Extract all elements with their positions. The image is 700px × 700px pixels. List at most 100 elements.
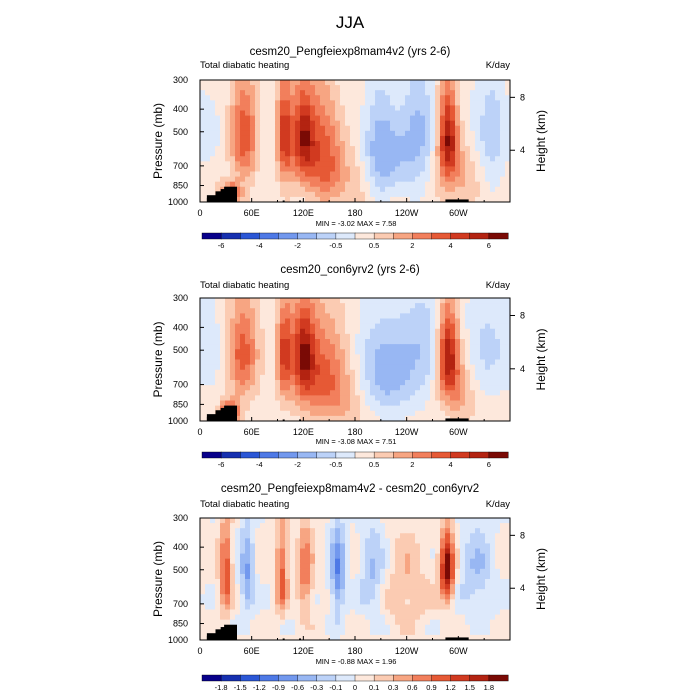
field-cell — [325, 629, 331, 636]
field-cell — [265, 339, 271, 345]
field-cell — [460, 151, 466, 157]
field-cell — [265, 380, 271, 386]
field-cell — [205, 410, 211, 417]
field-cell — [215, 359, 221, 366]
field-cell — [250, 191, 256, 198]
field-cell — [435, 146, 441, 152]
field-cell — [320, 523, 326, 529]
field-cell — [215, 579, 221, 585]
field-cell — [210, 344, 216, 350]
field-cell — [405, 313, 411, 319]
field-cell — [310, 634, 316, 641]
field-cell — [325, 115, 331, 122]
field-cell — [380, 634, 386, 641]
field-cell — [210, 95, 216, 101]
field-cell — [400, 614, 406, 621]
field-cell — [280, 110, 286, 116]
field-cell — [335, 110, 341, 116]
field-cell — [365, 589, 371, 595]
field-cell — [505, 543, 511, 549]
field-cell — [480, 120, 486, 127]
field-cell — [330, 563, 336, 570]
field-cell — [285, 410, 291, 417]
field-cell — [290, 349, 296, 355]
field-cell — [310, 313, 316, 319]
field-cell — [205, 186, 211, 193]
field-cell — [335, 374, 341, 381]
field-cell — [315, 146, 321, 152]
field-cell — [270, 105, 276, 111]
field-cell — [250, 115, 256, 122]
field-cell — [200, 589, 206, 595]
field-cell — [420, 584, 426, 590]
field-cell — [380, 385, 386, 391]
field-cell — [410, 369, 416, 376]
field-cell — [205, 303, 211, 309]
field-cell — [265, 100, 271, 106]
field-cell — [495, 385, 501, 391]
field-cell — [470, 533, 476, 539]
field-cell — [395, 390, 401, 396]
terrain-block — [282, 419, 285, 421]
field-cell — [505, 339, 511, 345]
field-cell — [365, 599, 371, 605]
field-cell — [385, 166, 391, 172]
field-cell — [410, 141, 416, 147]
field-cell — [350, 359, 356, 366]
field-cell — [280, 105, 286, 111]
field-cell — [450, 380, 456, 386]
field-cell — [500, 166, 506, 172]
field-cell — [490, 624, 496, 631]
field-cell — [490, 141, 496, 147]
field-cell — [440, 619, 446, 626]
field-cell — [375, 100, 381, 106]
field-cell — [200, 538, 206, 544]
field-cell — [405, 568, 411, 575]
field-cell — [360, 609, 366, 615]
field-cell — [415, 161, 421, 167]
field-cell — [280, 100, 286, 106]
field-cell — [230, 146, 236, 152]
field-cell — [395, 323, 401, 330]
field-cell — [265, 369, 271, 376]
field-cell — [410, 579, 416, 585]
field-cell — [285, 349, 291, 355]
field-cell — [475, 349, 481, 355]
field-cell — [205, 171, 211, 177]
field-cell — [345, 533, 351, 539]
field-cell — [355, 303, 361, 309]
field-cell — [240, 543, 246, 549]
field-cell — [495, 629, 501, 636]
field-cell — [505, 181, 511, 188]
field-cell — [350, 90, 356, 96]
field-cell — [475, 594, 481, 600]
field-cell — [435, 110, 441, 116]
field-cell — [235, 614, 241, 621]
field-cell — [210, 151, 216, 157]
field-cell — [380, 415, 386, 422]
field-cell — [300, 176, 306, 183]
field-cell — [285, 313, 291, 319]
field-cell — [415, 385, 421, 391]
field-cell — [455, 573, 461, 580]
field-cell — [410, 359, 416, 366]
field-cell — [235, 390, 241, 396]
field-cell — [480, 573, 486, 580]
field-cell — [310, 349, 316, 355]
field-cell — [260, 364, 266, 371]
field-cell — [310, 553, 316, 560]
field-cell — [335, 354, 341, 360]
field-cell — [475, 523, 481, 529]
field-cell — [230, 594, 236, 600]
field-cell — [380, 181, 386, 188]
field-cell — [415, 594, 421, 600]
field-cell — [410, 151, 416, 157]
field-cell — [430, 100, 436, 106]
field-cell — [305, 374, 311, 381]
field-cell — [210, 558, 216, 565]
field-cell — [210, 405, 216, 412]
field-cell — [480, 568, 486, 575]
field-cell — [490, 614, 496, 621]
field-cell — [200, 191, 206, 198]
field-cell — [220, 110, 226, 116]
